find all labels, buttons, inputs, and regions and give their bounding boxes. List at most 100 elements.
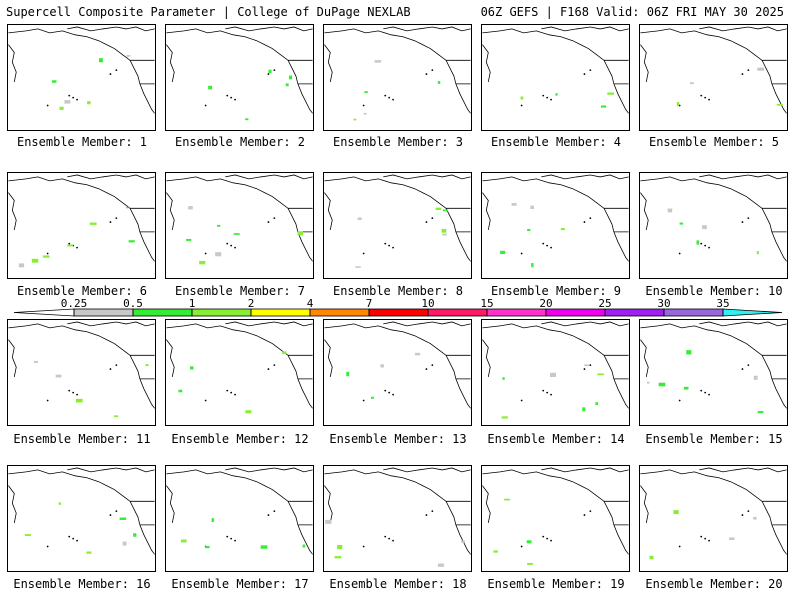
- island: [747, 69, 750, 72]
- island: [384, 389, 387, 392]
- colorbar-tick-label: 0.5: [123, 297, 143, 310]
- map: [166, 321, 313, 414]
- scp-shading: [346, 371, 350, 377]
- scp-shading: [527, 562, 533, 565]
- ensemble-member-panel: [165, 172, 314, 279]
- scp-shading: [233, 233, 240, 235]
- ensemble-member-panel: [639, 24, 788, 131]
- coastline: [324, 174, 471, 262]
- ensemble-member-label: Ensemble Member: 2: [174, 135, 306, 149]
- island: [109, 221, 112, 223]
- island: [678, 252, 681, 255]
- scp-shading: [520, 96, 524, 100]
- island: [267, 368, 270, 370]
- island: [392, 246, 394, 249]
- island: [273, 510, 276, 513]
- scp-shading: [676, 102, 680, 107]
- scp-shading: [504, 498, 511, 501]
- ensemble-member-panel: [165, 24, 314, 131]
- colorbar-tick-label: 1: [189, 297, 196, 310]
- island: [431, 69, 434, 72]
- ensemble-member-label: Ensemble Member: 12: [171, 432, 309, 446]
- scp-shading: [178, 389, 183, 393]
- ensemble-member-panel: [7, 24, 156, 131]
- scp-shading: [649, 555, 654, 560]
- scp-shading: [527, 228, 531, 231]
- island: [109, 368, 112, 370]
- island: [708, 393, 710, 396]
- map: [8, 467, 155, 555]
- scp-shading: [667, 208, 673, 213]
- coastline: [640, 467, 787, 555]
- scp-shading: [98, 58, 103, 63]
- island: [362, 545, 365, 548]
- colorbar-tick-label: 30: [657, 297, 670, 310]
- scp-shading: [437, 81, 441, 84]
- island: [747, 510, 750, 513]
- ensemble-member-panel: [7, 172, 156, 279]
- ensemble-member-panel: [481, 172, 630, 279]
- colorbar-tick-label: 25: [598, 297, 611, 310]
- scp-shading: [555, 93, 558, 96]
- scp-shading: [126, 55, 131, 57]
- island: [520, 399, 523, 402]
- island: [267, 73, 270, 75]
- scp-shading: [145, 364, 149, 367]
- island: [542, 389, 545, 392]
- colorbar-tick-label: 20: [539, 297, 552, 310]
- island: [546, 537, 549, 540]
- coastline: [8, 26, 155, 114]
- scp-shading: [190, 366, 194, 370]
- map: [640, 174, 787, 262]
- map: [8, 26, 155, 114]
- scp-shading: [582, 407, 586, 412]
- scp-shading: [673, 510, 679, 515]
- island: [76, 539, 78, 542]
- island: [68, 535, 71, 538]
- scp-shading: [302, 544, 306, 548]
- coastline: [640, 174, 787, 262]
- island: [68, 242, 71, 245]
- ensemble-member-label: Ensemble Member: 5: [648, 135, 780, 149]
- island: [362, 104, 365, 107]
- island: [708, 539, 710, 542]
- island: [589, 364, 592, 367]
- ensemble-member-panel: [323, 172, 472, 279]
- island: [76, 98, 78, 101]
- island: [273, 217, 276, 220]
- scp-shading: [282, 351, 287, 354]
- colorbar-tick-label: 10: [421, 297, 434, 310]
- map: [482, 26, 629, 114]
- island: [68, 94, 71, 97]
- island: [741, 221, 744, 223]
- scp-shading: [595, 402, 598, 406]
- coastline: [640, 26, 787, 114]
- colorbar-low-end: [13, 308, 75, 317]
- island: [542, 94, 545, 97]
- island: [115, 69, 118, 72]
- map: [640, 467, 787, 560]
- island: [704, 391, 707, 394]
- coastline: [640, 321, 787, 409]
- ensemble-member-panel: [165, 319, 314, 426]
- scp-shading: [188, 206, 193, 210]
- island: [741, 73, 744, 75]
- island: [542, 535, 545, 538]
- coastline: [324, 467, 471, 555]
- colorbar-segment: [663, 308, 724, 317]
- scp-shading: [600, 105, 607, 108]
- scp-shading: [260, 545, 268, 549]
- map: [324, 467, 471, 567]
- scp-shading: [380, 364, 384, 368]
- island: [46, 104, 49, 107]
- map: [640, 321, 787, 414]
- scp-shading: [86, 551, 92, 554]
- scp-shading: [607, 92, 614, 95]
- colorbar-segment: [132, 308, 193, 317]
- coastline: [482, 26, 629, 114]
- map: [166, 26, 313, 121]
- scp-shading: [58, 502, 61, 505]
- scp-shading: [42, 255, 50, 258]
- map: [8, 321, 155, 418]
- island: [431, 510, 434, 513]
